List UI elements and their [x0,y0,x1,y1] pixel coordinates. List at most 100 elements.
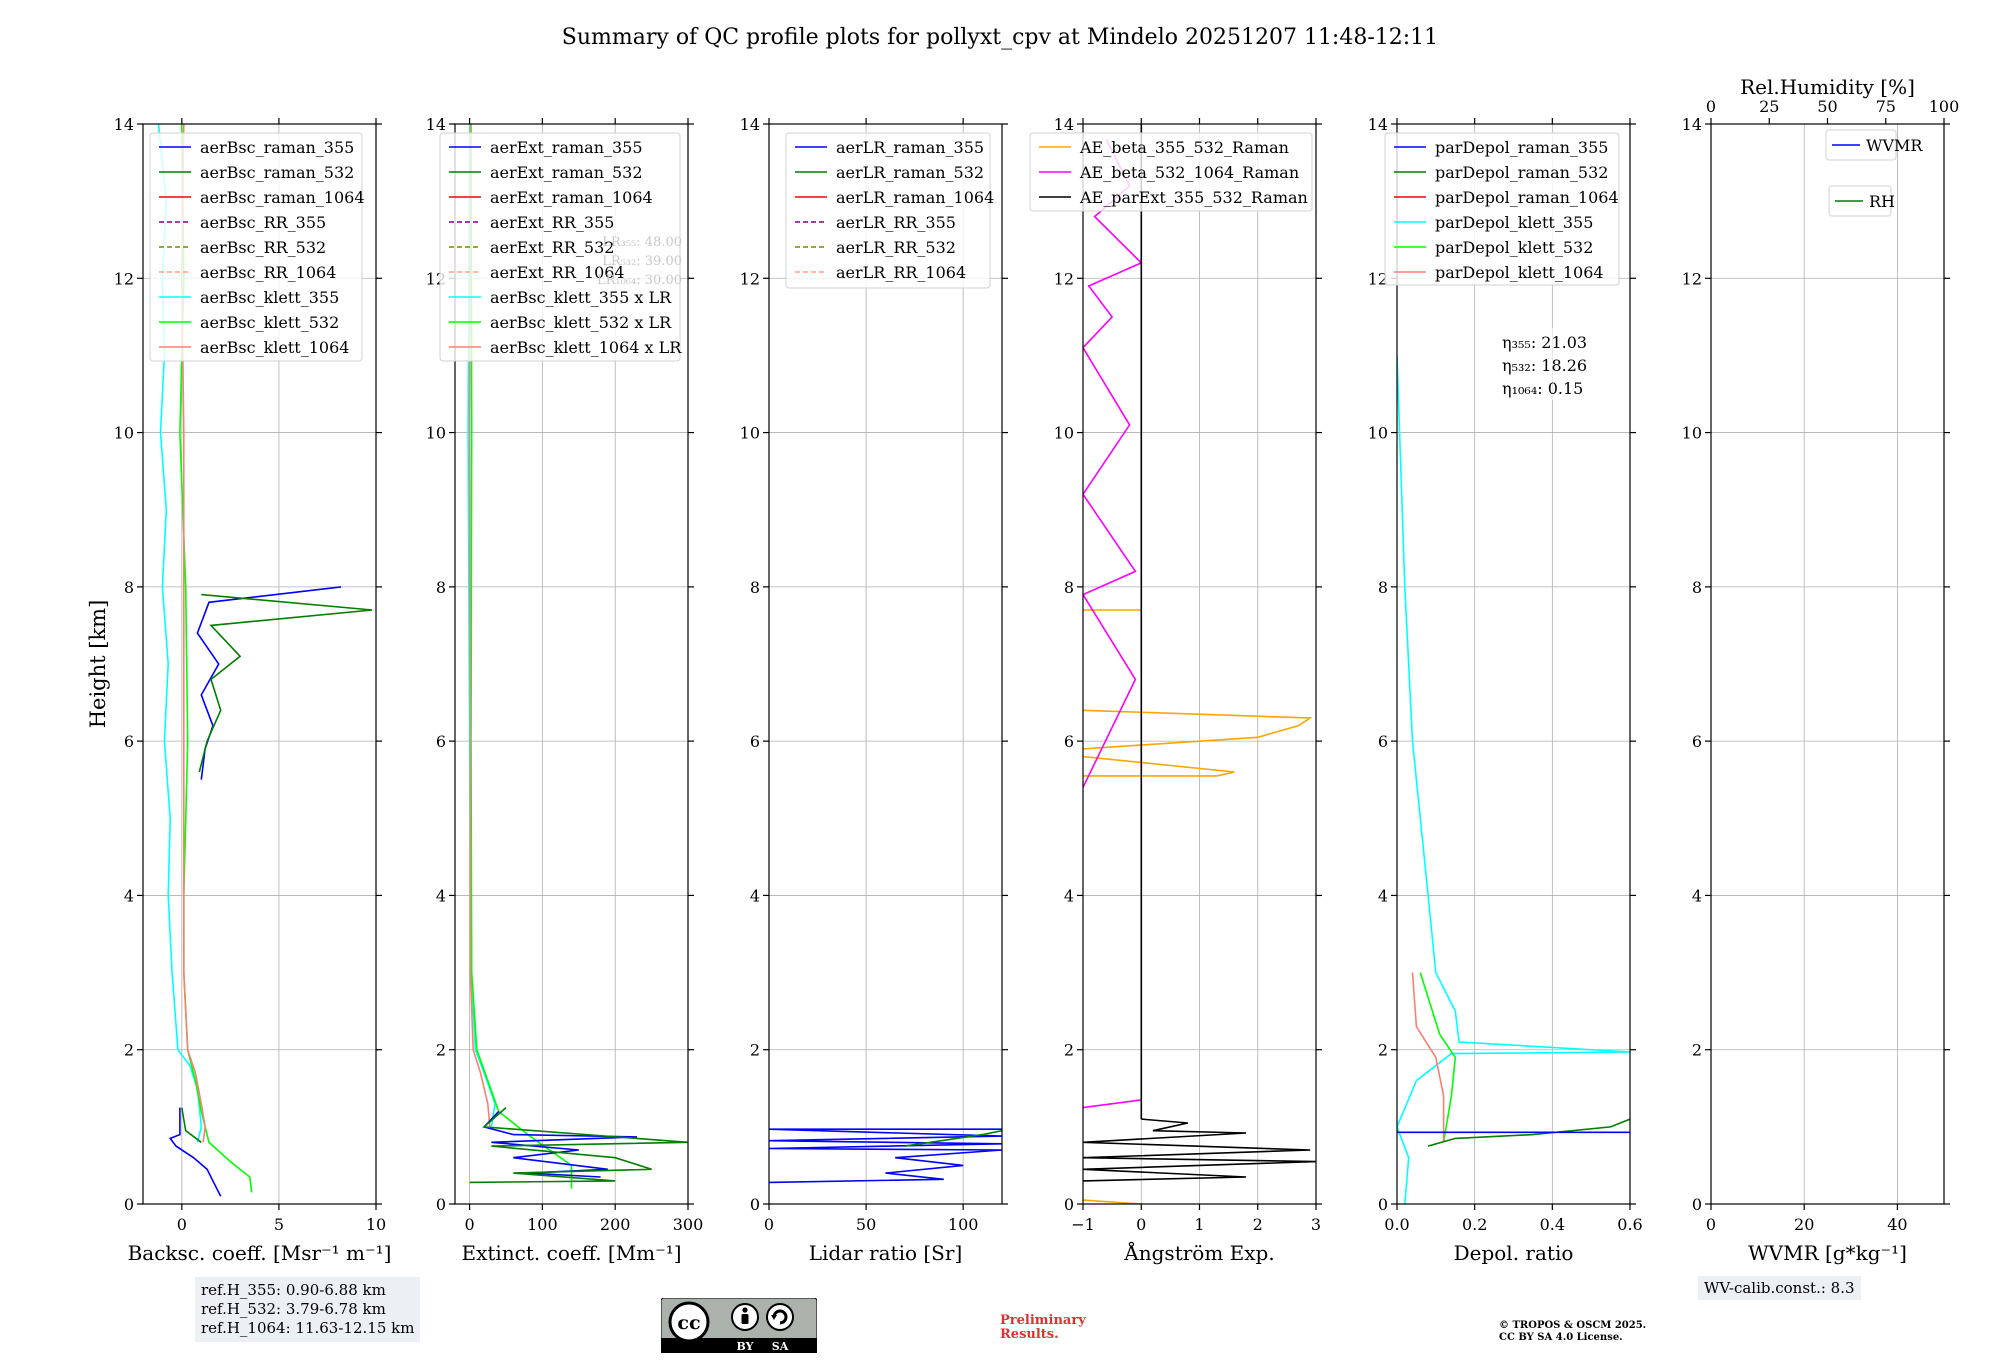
copyright-line-2: CC BY SA 4.0 License. [1499,1332,1623,1343]
y-tick-label: 2 [1692,1041,1702,1060]
x2-axis-label: Rel.Humidity [%] [1740,75,1915,99]
legend-box [149,132,363,362]
y-tick-label: 14 [114,115,134,134]
legend-label: aerLR_RR_355 [836,213,956,232]
y-tick-label: 8 [1064,578,1074,597]
legend-label: aerExt_RR_532 [490,238,614,257]
y-tick-label: 14 [1368,115,1388,134]
x-tick-label: 100 [948,1215,979,1234]
series-line-pardepol-raman-532 [1427,1118,1630,1147]
legend-label: aerBsc_klett_532 [200,313,339,332]
panel-depolarization: 0 2 4 6 8 10 12 14 0.0 0.2 0.4 0.6 Depol. ratio parDe… [1368,115,1643,1265]
series-line-aerbsc-raman-355 [168,1107,222,1197]
legend-label: aerBsc_klett_1064 x LR [490,338,682,357]
copyright-note: © TROPOS & OSCM 2025. CC BY SA 4.0 Licen… [1499,1320,1646,1344]
legend-label: aerLR_RR_532 [836,238,956,257]
x-tick-label: 0 [177,1215,187,1234]
y-tick-label: 10 [426,424,446,443]
series-group [1083,124,1316,1204]
plot-frame [142,123,377,1205]
legend: WVMR RH [1825,129,1923,217]
y-tick-label: 2 [750,1041,760,1060]
cc-icon [668,1301,710,1343]
legend-box [785,132,991,289]
y-tick-label: 0 [124,1195,134,1214]
y-tick-label: 10 [1054,424,1074,443]
series-line-pardepol-klett-1064 [1411,972,1445,1143]
x-tick-label: 5 [274,1215,284,1234]
series-line-aerext-raman-532 [469,1106,688,1184]
y-tick-label: 2 [1378,1041,1388,1060]
legend-label: aerBsc_RR_355 [200,213,326,232]
y-tick-label: 14 [740,115,760,134]
legend-label: aerBsc_klett_355 x LR [490,288,672,307]
series-line-aerbsc-raman-532-aloft- [198,593,373,773]
y-tick-label: 4 [124,886,134,905]
cc-icon-label: cc [677,1312,700,1334]
legend-label: AE_beta_532_1064_Raman [1079,163,1299,182]
y-tick-label: 10 [1682,424,1702,443]
plot-frame [1710,123,1945,1205]
legend-label: aerBsc_raman_532 [200,163,354,182]
reference-heights-box: ref.H_355: 0.90-6.88 km ref.H_532: 3.79-… [195,1277,421,1342]
x-axis-label: Depol. ratio [1454,1241,1574,1265]
x2-tick-label: 50 [1817,97,1837,116]
x-axis-label: Extinct. coeff. [Mm⁻¹] [461,1241,681,1265]
y-tick-label: 6 [750,732,760,751]
y-tick-label: 6 [1692,732,1702,751]
plot-frame [1396,123,1631,1205]
x-axis-label: Lidar ratio [Sr] [809,1241,963,1265]
legend-label: aerBsc_raman_1064 [200,188,365,207]
x-tick-label: 0.2 [1462,1215,1487,1234]
x-tick-label: 0 [1136,1215,1146,1234]
y-tick-label: 4 [1064,886,1074,905]
lr-annotation: LR₁₀₆₄: 30.00 [597,273,682,288]
x-axis-label: WVMR [g*kg⁻¹] [1748,1241,1907,1265]
y-tick-label: 4 [436,886,446,905]
series-line-aerbsc-klett-1064 [180,124,206,1143]
legend-label: aerLR_raman_532 [836,163,984,182]
series-line-aerbsc-klett-355-x-lr [467,124,496,1128]
preliminary-note: Preliminary Results. [1000,1314,1086,1342]
y-axis-label: Height [km] [86,600,110,729]
panel-lidar_ratio: 0 2 4 6 8 10 12 14 0 50 100 Lidar ratio [Sr] aerLR_r… [740,115,1008,1265]
x2-tick-label: 75 [1876,97,1896,116]
plot-frame [454,123,689,1205]
wv-calibration-box: WV-calib.const.: 8.3 [1698,1276,1861,1300]
series-line-ae-beta-532-1064-raman-upper- [1083,139,1143,788]
series-group [1397,355,1630,1204]
annotations: η₃₅₅: 21.03 η₅₃₂: 18.26 η₁₀₆₄: 0.15 [1500,328,1603,400]
preliminary-line-2: Results. [1000,1327,1059,1342]
series-line-aerlr-raman-532 [904,1129,1002,1147]
y-tick-label: 12 [1054,269,1074,288]
legend-label: aerExt_raman_1064 [490,188,653,207]
series-group [467,124,688,1189]
legend-label: aerExt_RR_355 [490,213,614,232]
series-line-pardepol-klett-355 [1397,355,1630,1204]
x-tick-label: 3 [1311,1215,1321,1234]
ref-h-532: ref.H_532: 3.79-6.78 km [201,1300,386,1318]
legend-box [1384,132,1620,286]
x-tick-label: 0.0 [1384,1215,1409,1234]
sa-label: SA [772,1340,789,1353]
x-tick-label: 40 [1887,1215,1907,1234]
sa-share-icon [766,1303,794,1331]
y-tick-label: 8 [436,578,446,597]
legend-label: parDepol_klett_355 [1435,213,1593,232]
legend: AE_beta_355_532_Raman AE_beta_532_1064_Ra… [1029,132,1313,212]
legend-label: parDepol_raman_1064 [1435,188,1619,207]
x-axis-label: Backsc. coeff. [Msr⁻¹ m⁻¹] [128,1241,392,1265]
y-tick-label: 0 [436,1195,446,1214]
series-line-ae-parext-355-532-raman-low- [1083,1118,1316,1182]
y-tick-label: 8 [1378,578,1388,597]
legend-label: parDepol_klett_1064 [1435,263,1604,282]
y-tick-label: 4 [1692,886,1702,905]
y-tick-label: 12 [1682,269,1702,288]
legend-label: aerBsc_klett_532 x LR [490,313,672,332]
y-tick-label: 2 [124,1041,134,1060]
legend: aerExt_raman_355 aerExt_raman_532 aerExt_r… [439,132,682,362]
copyright-line-1: © TROPOS & OSCM 2025. [1499,1320,1647,1331]
